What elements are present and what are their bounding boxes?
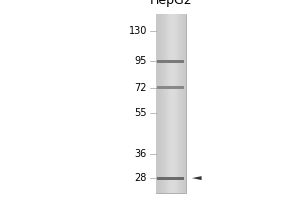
Text: 72: 72 (134, 83, 147, 93)
Text: 130: 130 (129, 26, 147, 36)
Polygon shape (192, 176, 202, 180)
Text: 55: 55 (134, 108, 147, 118)
Text: 36: 36 (135, 149, 147, 159)
Bar (158, 177, 184, 180)
Text: 28: 28 (135, 173, 147, 183)
Bar (156, 14, 186, 193)
Bar (158, 86, 184, 89)
Text: HepG2: HepG2 (150, 0, 192, 7)
Bar (158, 60, 184, 63)
Text: 95: 95 (135, 56, 147, 66)
